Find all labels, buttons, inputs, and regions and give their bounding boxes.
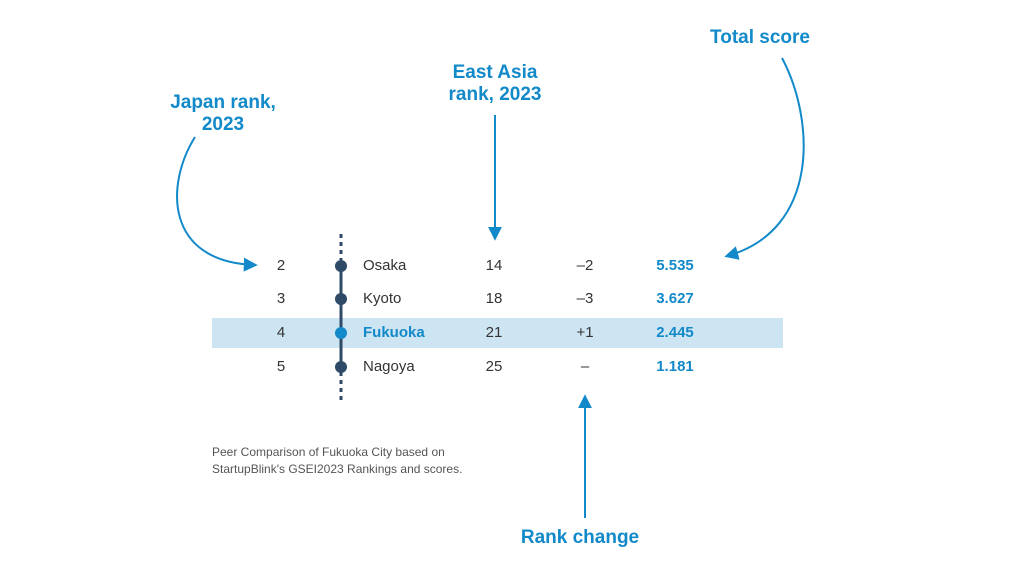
japan-rank-fukuoka: 4 [276, 324, 286, 341]
rank-change-osaka: –2 [576, 257, 594, 274]
score-nagoya: 1.181 [656, 358, 694, 375]
city-fukuoka: Fukuoka [363, 324, 425, 341]
east-asia-rank-callout-line2: rank, 2023 [448, 84, 542, 105]
total-score-arrow [724, 57, 805, 260]
node-nagoya [335, 361, 347, 373]
east-asia-rank-nagoya: 25 [485, 358, 503, 375]
score-kyoto: 3.627 [656, 290, 694, 307]
city-kyoto: Kyoto [363, 290, 402, 307]
city-osaka: Osaka [363, 257, 407, 274]
node-osaka [335, 260, 347, 272]
east-asia-rank-callout: East Asia rank, 2023 [435, 62, 555, 106]
east-asia-rank-callout-line1: East Asia [452, 62, 538, 83]
rank-change-kyoto: –3 [576, 290, 594, 307]
caption-line1: Peer Comparison of Fukuoka City based on [212, 445, 445, 459]
total-score-callout: Total score [710, 27, 810, 48]
node-kyoto [335, 293, 347, 305]
caption-line2: StartupBlink's GSEI2023 Rankings and sco… [212, 462, 463, 476]
caption: Peer Comparison of Fukuoka City based on… [212, 444, 462, 478]
city-nagoya: Nagoya [363, 358, 415, 375]
east-asia-rank-fukuoka: 21 [485, 324, 503, 341]
rank-change-callout: Rank change [520, 527, 640, 548]
japan-rank-callout-line2: 2023 [201, 114, 245, 135]
score-osaka: 5.535 [656, 257, 694, 274]
japan-rank-kyoto: 3 [276, 290, 286, 307]
east-asia-rank-osaka: 14 [485, 257, 503, 274]
japan-rank-nagoya: 5 [276, 358, 286, 375]
japan-rank-osaka: 2 [276, 257, 286, 274]
node-fukuoka [335, 327, 347, 339]
highlight-band-fukuoka [212, 318, 783, 348]
east-asia-rank-kyoto: 18 [485, 290, 503, 307]
score-fukuoka: 2.445 [656, 324, 694, 341]
japan-rank-arrow [176, 136, 258, 272]
japan-rank-callout-line1: Japan rank, [170, 92, 276, 113]
japan-rank-callout: Japan rank, 2023 [158, 92, 288, 136]
rank-change-fukuoka: +1 [576, 324, 594, 341]
rank-change-nagoya: – [580, 358, 590, 375]
